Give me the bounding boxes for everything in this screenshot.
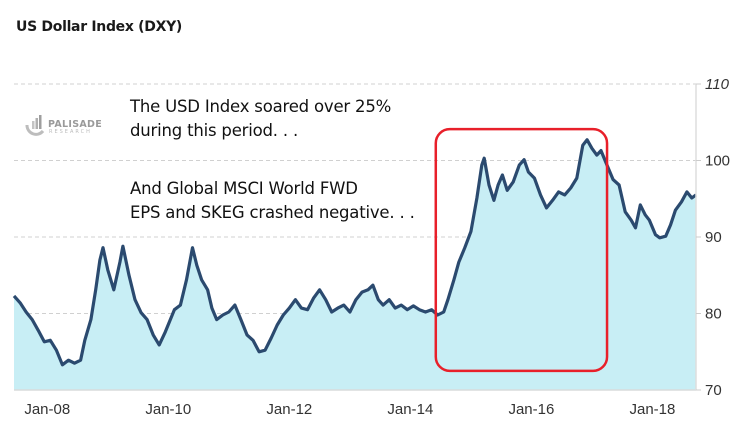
x-tick-label-Jan-12: Jan-12 bbox=[266, 401, 312, 418]
x-tick-label-Jan-14: Jan-14 bbox=[387, 401, 433, 418]
x-tick-label-Jan-08: Jan-08 bbox=[24, 401, 70, 418]
y-tick-label-90: 90 bbox=[705, 229, 722, 246]
x-tick-label-Jan-16: Jan-16 bbox=[508, 401, 554, 418]
chart-title: US Dollar Index (DXY) bbox=[16, 19, 183, 35]
x-ticks: Jan-08 Jan-10 Jan-12 Jan-14 Jan-16 Jan-18 bbox=[24, 401, 675, 418]
annotation-1-line-2: during this period. . . bbox=[130, 121, 299, 140]
y-tick-label-100: 100 bbox=[705, 153, 730, 170]
y-tick-label-80: 80 bbox=[705, 306, 722, 323]
annotation-1-line-1: The USD Index soared over 25% bbox=[130, 97, 392, 116]
logo-sub: RESEARCH bbox=[49, 129, 92, 135]
annotation-2-line-2: EPS and SKEG crashed negative. . . bbox=[130, 203, 415, 222]
annotation-2: And Global MSCI World FWD EPS and SKEG c… bbox=[130, 177, 415, 225]
x-tick-label-Jan-10: Jan-10 bbox=[145, 401, 191, 418]
series-line-dxy bbox=[12, 138, 697, 367]
annotation-2-line-1: And Global MSCI World FWD bbox=[130, 179, 358, 198]
y-tick-label-70: 70 bbox=[705, 382, 722, 399]
highlight-box bbox=[434, 127, 609, 373]
y-tick-label-110: 110 bbox=[705, 76, 730, 93]
logo-name: PALISADE bbox=[48, 119, 102, 130]
palisade-logo: PALISADE RESEARCH bbox=[24, 113, 120, 137]
y-ticks: 70 80 90 100 110 bbox=[696, 76, 730, 399]
logo-icon bbox=[25, 115, 45, 136]
annotation-1: The USD Index soared over 25% during thi… bbox=[130, 95, 391, 143]
area-fill bbox=[14, 139, 696, 390]
x-tick-label-Jan-18: Jan-18 bbox=[629, 401, 675, 418]
